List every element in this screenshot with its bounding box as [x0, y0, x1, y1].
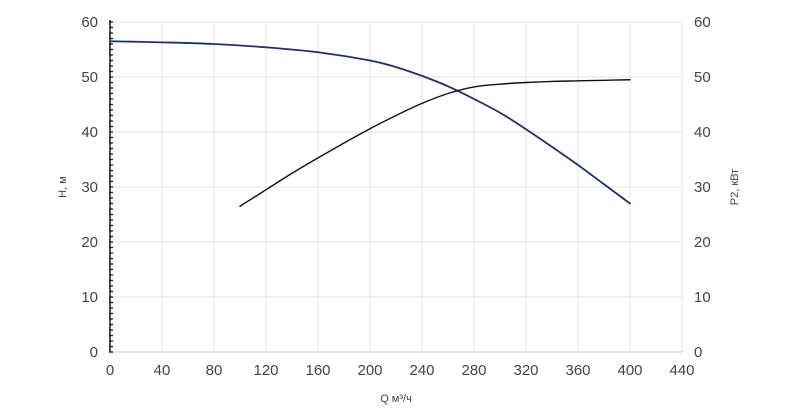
tick-labels: 0 40 80 120 160 200 240 280 320 360 400 44001020304… — [81, 14, 710, 379]
right-y-tick-label: 10 — [694, 289, 711, 306]
right-y-tick-label: 30 — [694, 179, 711, 196]
right-y-tick-label: 40 — [694, 124, 711, 141]
x-tick-label: 440 — [669, 362, 694, 379]
x-tick-label: 360 — [565, 362, 590, 379]
right-y-axis-title: P2, кВт — [729, 169, 741, 205]
left-y-tick-label: 20 — [81, 234, 98, 251]
right-y-tick-label: 20 — [694, 234, 711, 251]
x-tick-label: 120 — [253, 362, 278, 379]
x-tick-label: 80 — [206, 362, 223, 379]
head-curve-line — [109, 40, 631, 205]
left-axis-minor-ticks — [109, 21, 113, 353]
x-tick-label: 40 — [154, 362, 171, 379]
x-tick-label: 200 — [357, 362, 382, 379]
x-tick-label: 320 — [513, 362, 538, 379]
left-y-tick-label: 30 — [81, 179, 98, 196]
left-y-tick-label: 10 — [81, 289, 98, 306]
series — [109, 40, 631, 207]
power-curve-line — [239, 79, 631, 207]
x-tick-label: 160 — [305, 362, 330, 379]
left-y-tick-label: 50 — [81, 69, 98, 86]
right-y-tick-label: 50 — [694, 69, 711, 86]
left-y-tick-label: 40 — [81, 124, 98, 141]
x-tick-label: 240 — [409, 362, 434, 379]
grid — [109, 21, 683, 353]
right-y-tick-label: 60 — [694, 14, 711, 31]
x-tick-label: 400 — [617, 362, 642, 379]
left-y-axis-title: H, м — [57, 176, 69, 198]
axes — [109, 20, 682, 353]
x-tick-label: 0 — [106, 362, 114, 379]
x-axis-title: Q м³/ч — [380, 393, 412, 405]
right-y-tick-label: 0 — [694, 344, 702, 361]
left-y-tick-label: 60 — [81, 14, 98, 31]
x-tick-label: 280 — [461, 362, 486, 379]
left-y-tick-label: 0 — [90, 344, 98, 361]
